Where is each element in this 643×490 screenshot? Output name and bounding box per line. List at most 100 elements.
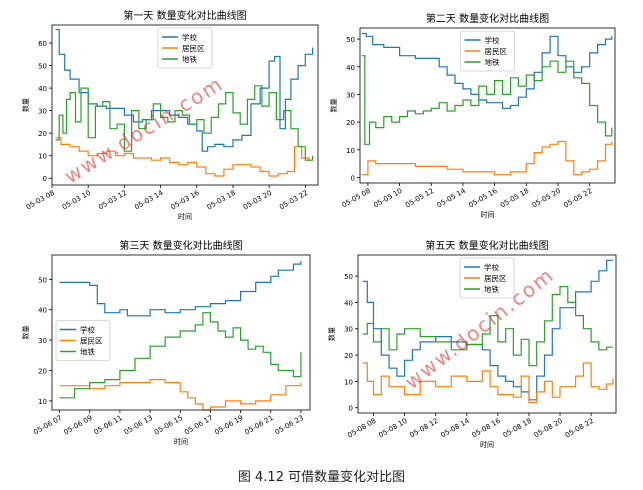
chart-1-series-2-line — [55, 137, 313, 177]
chart-3-series-3-line — [59, 312, 302, 399]
chart-3-legend-label-1: 学校 — [80, 325, 95, 335]
chart-2: 第二天 数量变化对比曲线图 0 10 20 30 40 50 05-05 08 05-05 10… — [329, 12, 616, 219]
chart-2-ytick-label: 20 — [346, 119, 355, 127]
chart-3-xtick-label: 05-06 15 — [153, 414, 184, 437]
chart-3-plot-frame — [51, 254, 311, 411]
chart-1-plot-frame — [51, 24, 319, 186]
chart-3-series-2-line — [59, 379, 302, 411]
chart-4-xtick-label: 05-08 22 — [564, 417, 595, 440]
chart-2-series-3-line — [361, 55, 613, 145]
chart-3-legend-box — [55, 320, 111, 361]
chart-4-legend-label-2: 居民区 — [484, 274, 507, 283]
chart-4-legend-label-3: 地铁 — [484, 284, 499, 294]
chart-4-ylabel: 数量 — [327, 327, 336, 341]
chart-1-xlabel: 时间 — [178, 212, 192, 221]
chart-2-ytick-label: 50 — [346, 36, 355, 44]
chart-3-xtick-label: 05-06 11 — [93, 414, 124, 437]
chart-3-xtick-label: 05-06 23 — [274, 414, 305, 437]
chart-3-legend-label-2: 居民区 — [80, 337, 103, 346]
chart-4-ytick-label: 40 — [344, 299, 353, 307]
chart-4-xtick-label: 05-08 16 — [471, 417, 503, 440]
chart-2-xtick-label: 05-05 14 — [436, 187, 468, 210]
chart-1-legend-label-2: 居民区 — [182, 44, 205, 53]
chart-4-xtick-label: 05-08 14 — [440, 417, 472, 440]
chart-2-legend-label-3: 地铁 — [485, 57, 500, 67]
chart-1-xtick-label: 05-03 20 — [242, 189, 273, 212]
chart-2-xtick-label: 05-05 22 — [562, 187, 593, 210]
chart-4-xtick-label: 05-08 20 — [533, 417, 564, 440]
chart-2-title: 第二天 数量变化对比曲线图 — [426, 12, 549, 25]
chart-1-series-1-line — [55, 28, 314, 152]
chart-2-xtick-label: 05-05 10 — [372, 187, 403, 210]
chart-1-xtick-label: 05-03 08 — [25, 189, 56, 212]
chart-4-series-1-line — [362, 259, 613, 401]
chart-3-ytick-label: 20 — [38, 367, 47, 375]
chart-3-title: 第三天 数量变化对比曲线图 — [119, 239, 242, 252]
chart-3-legend-label-3: 地铁 — [80, 347, 95, 357]
chart-2-xtick-label: 05-05 08 — [341, 187, 372, 210]
chart-1-ytick-label: 40 — [38, 85, 47, 93]
chart-1-series-3-line — [55, 85, 314, 161]
chart-3-xtick-label: 05-06 19 — [213, 414, 244, 437]
chart-3-ytick-label: 50 — [38, 276, 47, 284]
chart-1-ytick-label: 20 — [38, 130, 47, 138]
chart-1-ytick-label: 50 — [38, 63, 47, 71]
chart-2-series-1-line — [361, 32, 613, 109]
chart-2-xlabel: 时间 — [481, 210, 495, 219]
chart-3-ytick-label: 40 — [38, 307, 47, 315]
chart-2-series-2-line — [361, 140, 613, 176]
chart-3-ytick-label: 30 — [38, 337, 47, 345]
chart-3-xtick-label: 05-06 07 — [32, 414, 63, 437]
chart-1-ytick-label: 60 — [38, 40, 47, 48]
chart-4-legend-box — [459, 257, 515, 299]
chart-2-ytick-label: 10 — [346, 147, 355, 155]
chart-3-xlabel: 时间 — [174, 437, 188, 446]
chart-1-xtick-label: 05-03 10 — [61, 189, 92, 212]
chart-3-xtick-label: 05-06 13 — [123, 414, 154, 437]
chart-1-ylabel: 数量 — [21, 98, 30, 112]
chart-1-xtick-label: 05-03 12 — [97, 189, 128, 212]
chart-4-ytick-label: 20 — [344, 352, 353, 360]
chart-1-ytick-label: 30 — [38, 108, 47, 116]
chart-4-title: 第五天 数量变化对比曲线图 — [425, 239, 548, 252]
chart-2-ytick-label: 40 — [346, 64, 355, 72]
chart-1-xtick-label: 05-03 18 — [206, 189, 237, 212]
chart-1-xtick-label: 05-03 22 — [278, 189, 309, 212]
chart-4-ytick-label: 10 — [344, 378, 353, 386]
chart-4-xtick-label: 05-08 08 — [346, 417, 377, 440]
chart-3-series-1-line — [59, 261, 302, 317]
chart-4-ytick-label: 30 — [344, 326, 353, 334]
chart-4-plot-frame — [357, 254, 617, 414]
chart-2-legend-label-2: 居民区 — [485, 47, 508, 56]
chart-3-ytick-label: 10 — [38, 398, 47, 406]
chart-2-xtick-label: 05-05 12 — [404, 187, 435, 210]
chart-2-ytick-label: 30 — [346, 91, 355, 99]
chart-4: 第五天 数量变化对比曲线图 0 10 20 30 40 50 05-08 08 05-08 10… — [327, 239, 617, 449]
chart-1-legend-box — [157, 27, 213, 69]
chart-4-legend-label-1: 学校 — [484, 262, 499, 272]
chart-3-ylabel: 数量 — [21, 326, 30, 340]
chart-2-legend-box — [460, 30, 515, 72]
chart-3-xtick-label: 05-06 09 — [62, 414, 93, 437]
chart-4-xlabel: 时间 — [480, 440, 494, 449]
chart-4-ytick-label: 50 — [344, 273, 353, 281]
chart-1-legend-label-1: 学校 — [182, 32, 197, 42]
chart-4-xtick-label: 05-08 12 — [408, 417, 439, 440]
chart-2-xtick-label: 05-05 16 — [467, 187, 499, 210]
chart-2-ylabel: 数量 — [329, 99, 338, 113]
chart-2-xtick-label: 05-05 18 — [499, 187, 530, 210]
chart-4-xtick-label: 05-08 18 — [502, 417, 533, 440]
chart-1-xtick-label: 05-03 14 — [133, 189, 165, 212]
chart-3-xtick-label: 05-06 17 — [183, 414, 214, 437]
chart-4-ytick-label: 0 — [349, 405, 353, 413]
chart-4-xtick-label: 05-08 10 — [377, 417, 408, 440]
chart-3-xtick-label: 05-06 21 — [244, 414, 275, 437]
chart-4-series-3-line — [362, 286, 613, 367]
chart-2-legend-label-1: 学校 — [485, 35, 500, 45]
chart-2-ytick-label: 0 — [351, 174, 355, 182]
chart-2-plot-frame — [359, 27, 616, 184]
chart-1-ytick-label: 10 — [38, 153, 47, 161]
chart-1-ytick-label: 0 — [43, 175, 47, 183]
